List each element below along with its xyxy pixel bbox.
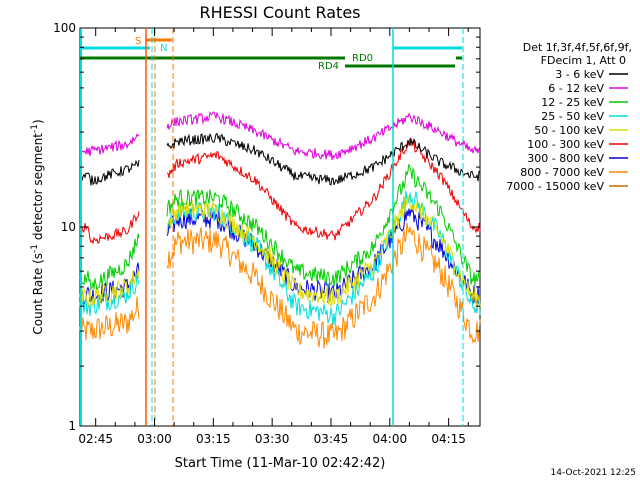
x-tick-label: 03:00 (137, 432, 172, 446)
series-curves (79, 111, 481, 349)
series-line (79, 272, 140, 317)
chart-title: RHESSI Count Rates (200, 3, 361, 22)
legend: Det 1f,3f,4f,5f,6f,9f, FDecim 1, Att 0 3… (506, 41, 632, 193)
series-line (79, 211, 140, 245)
y-axis-label-mid: detector segment (31, 133, 45, 244)
series-line (79, 296, 140, 341)
legend-label: 50 - 100 keV (534, 124, 604, 137)
x-tick-label: 03:15 (196, 432, 231, 446)
series-line (79, 133, 140, 157)
legend-label: 100 - 300 keV (527, 138, 604, 151)
series-line (166, 194, 481, 309)
series-line (79, 268, 140, 307)
x-axis-label: Start Time (11-Mar-10 02:42:42) (175, 456, 386, 471)
plot-frame (79, 27, 481, 427)
legend-header-line-2: FDecim 1, Att 0 (541, 54, 626, 67)
x-tick-label: 03:30 (255, 432, 290, 446)
attenuator-label-rd0: RD0 (352, 53, 373, 64)
series-line (79, 262, 140, 306)
x-tick-label: 04:15 (431, 432, 466, 446)
series-line (79, 233, 140, 291)
legend-label: 800 - 7000 keV (520, 166, 604, 179)
series-line (166, 132, 481, 186)
y-tick-label: 100 (53, 21, 76, 35)
attenuator-overlays: S N RD0 RD4 (80, 28, 464, 426)
series-line (166, 111, 481, 161)
legend-label: 7000 - 15000 keV (506, 180, 604, 193)
series-line (166, 205, 481, 305)
legend-label: 3 - 6 keV (555, 68, 604, 81)
x-axis: 02:45 03:00 03:15 03:30 03:45 04:00 04:15 (78, 28, 469, 446)
attenuator-label-rd4: RD4 (318, 61, 339, 72)
y-axis-label: Count Rate (s-1 detector segment-1) (30, 119, 45, 334)
y-axis-label-main: Count Rate (s (31, 253, 45, 335)
x-tick-label: 02:45 (78, 432, 113, 446)
attenuator-label-n: N (160, 43, 167, 54)
series-line (166, 163, 481, 287)
series-line (166, 137, 481, 241)
y-tick-label: 1 (68, 419, 76, 433)
x-tick-label: 03:45 (314, 432, 349, 446)
series-line (166, 222, 481, 349)
legend-header-line-1: Det 1f,3f,4f,5f,6f,9f, (523, 41, 632, 54)
legend-label: 300 - 800 keV (527, 152, 604, 165)
y-axis-label-sup2: -1 (30, 124, 40, 133)
x-tick-label: 04:00 (373, 432, 408, 446)
series-line (79, 159, 140, 186)
y-axis-label-end: ) (31, 119, 45, 124)
legend-label: 25 - 50 keV (541, 110, 604, 123)
legend-label: 12 - 25 keV (541, 96, 604, 109)
y-axis-label-sup1: -1 (30, 244, 40, 253)
y-tick-label: 10 (61, 220, 76, 234)
attenuator-label-s: S (135, 36, 141, 47)
timestamp: 14-Oct-2021 12:25 (551, 468, 636, 478)
legend-label: 6 - 12 keV (548, 82, 604, 95)
series-line (166, 190, 481, 326)
y-axis: 1 10 100 (53, 21, 480, 433)
